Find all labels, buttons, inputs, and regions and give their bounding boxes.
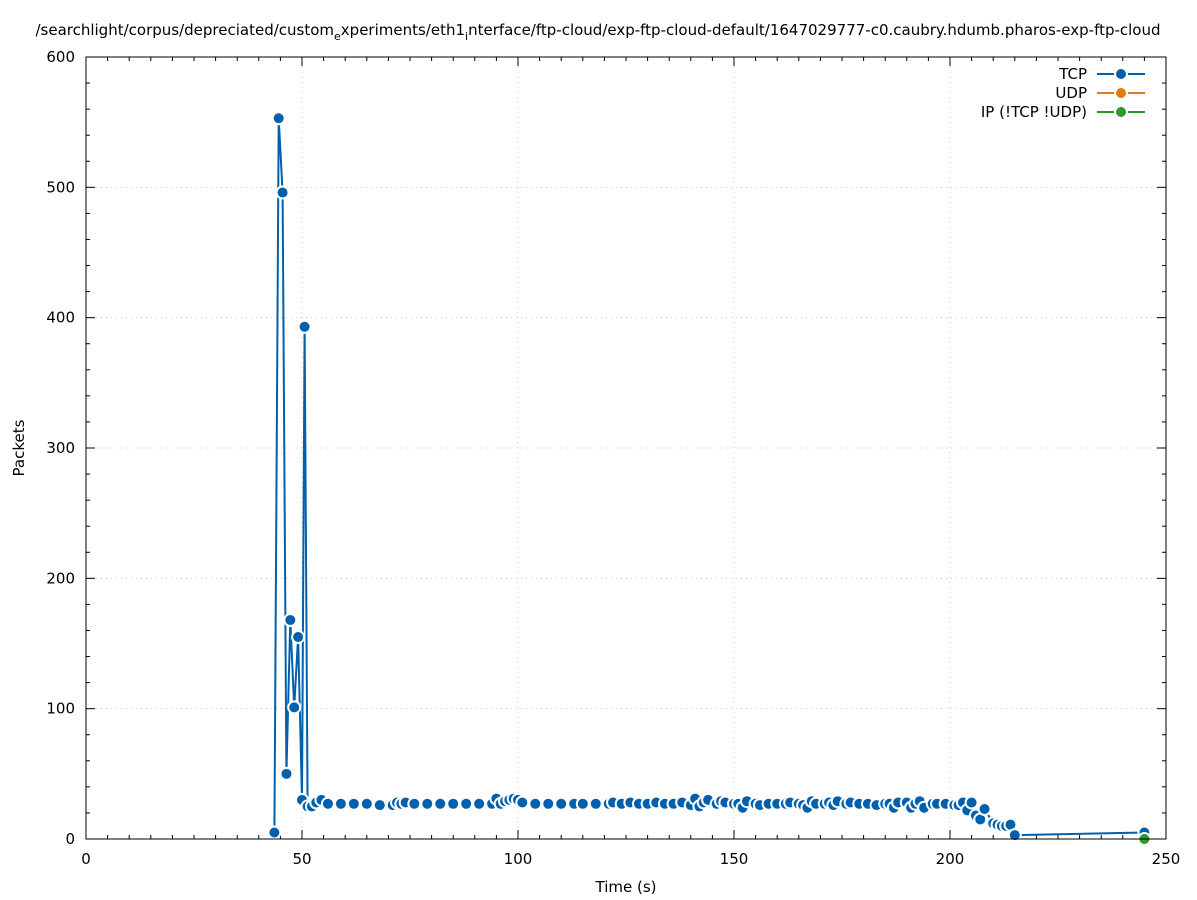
x-tick-label: 0	[81, 850, 91, 868]
legend-label: IP (!TCP !UDP)	[981, 103, 1087, 121]
data-point	[422, 798, 433, 809]
x-tick-label: 250	[1152, 850, 1181, 868]
data-point	[374, 800, 385, 811]
data-point	[966, 797, 977, 808]
data-point	[361, 798, 372, 809]
y-tick-label: 600	[46, 48, 75, 66]
y-axis-label: Packets	[10, 419, 28, 476]
data-point	[975, 814, 986, 825]
data-point	[273, 113, 284, 124]
y-tick-label: 100	[46, 700, 75, 718]
y-tick-label: 400	[46, 309, 75, 327]
data-point	[590, 798, 601, 809]
x-tick-label: 200	[936, 850, 965, 868]
data-point	[269, 827, 280, 838]
series-line	[273, 118, 1145, 837]
legend-marker	[1116, 88, 1126, 98]
axes: 0 100 200 300 400 500 600 0 50 100 150 200 250	[46, 48, 1180, 868]
y-tick-label: 300	[46, 439, 75, 457]
data-point	[277, 187, 288, 198]
x-axis-label: Time (s)	[595, 878, 657, 896]
data-point	[281, 768, 292, 779]
grid	[86, 57, 1166, 839]
data-point	[530, 798, 541, 809]
data-point	[1005, 819, 1016, 830]
x-tick-label: 50	[292, 850, 311, 868]
data-point	[461, 798, 472, 809]
data-point	[435, 798, 446, 809]
y-tick-label: 0	[65, 830, 75, 848]
legend-marker	[1116, 69, 1126, 79]
data-point	[285, 615, 296, 626]
series-area	[267, 111, 1152, 846]
data-point	[543, 798, 554, 809]
x-tick-label: 150	[720, 850, 749, 868]
plot-frame	[85, 56, 1167, 840]
data-point	[556, 798, 567, 809]
legend-label: TCP	[1058, 65, 1087, 83]
data-point	[293, 631, 304, 642]
x-tick-label: 100	[504, 850, 533, 868]
data-point	[979, 804, 990, 815]
y-tick-label: 500	[46, 178, 75, 196]
data-point	[289, 702, 300, 713]
data-point	[299, 321, 310, 332]
legend-marker	[1116, 107, 1126, 117]
data-point	[335, 798, 346, 809]
data-point	[577, 798, 588, 809]
legend-label: UDP	[1055, 84, 1087, 102]
data-point	[348, 798, 359, 809]
data-point	[474, 798, 485, 809]
data-point	[448, 798, 459, 809]
data-point	[1009, 830, 1020, 841]
data-point	[517, 797, 528, 808]
data-point	[322, 798, 333, 809]
y-tick-label: 200	[46, 569, 75, 587]
chart-title: /searchlight/corpus/depreciated/customex…	[35, 21, 1160, 43]
data-point	[409, 798, 420, 809]
series-0	[267, 111, 1152, 843]
